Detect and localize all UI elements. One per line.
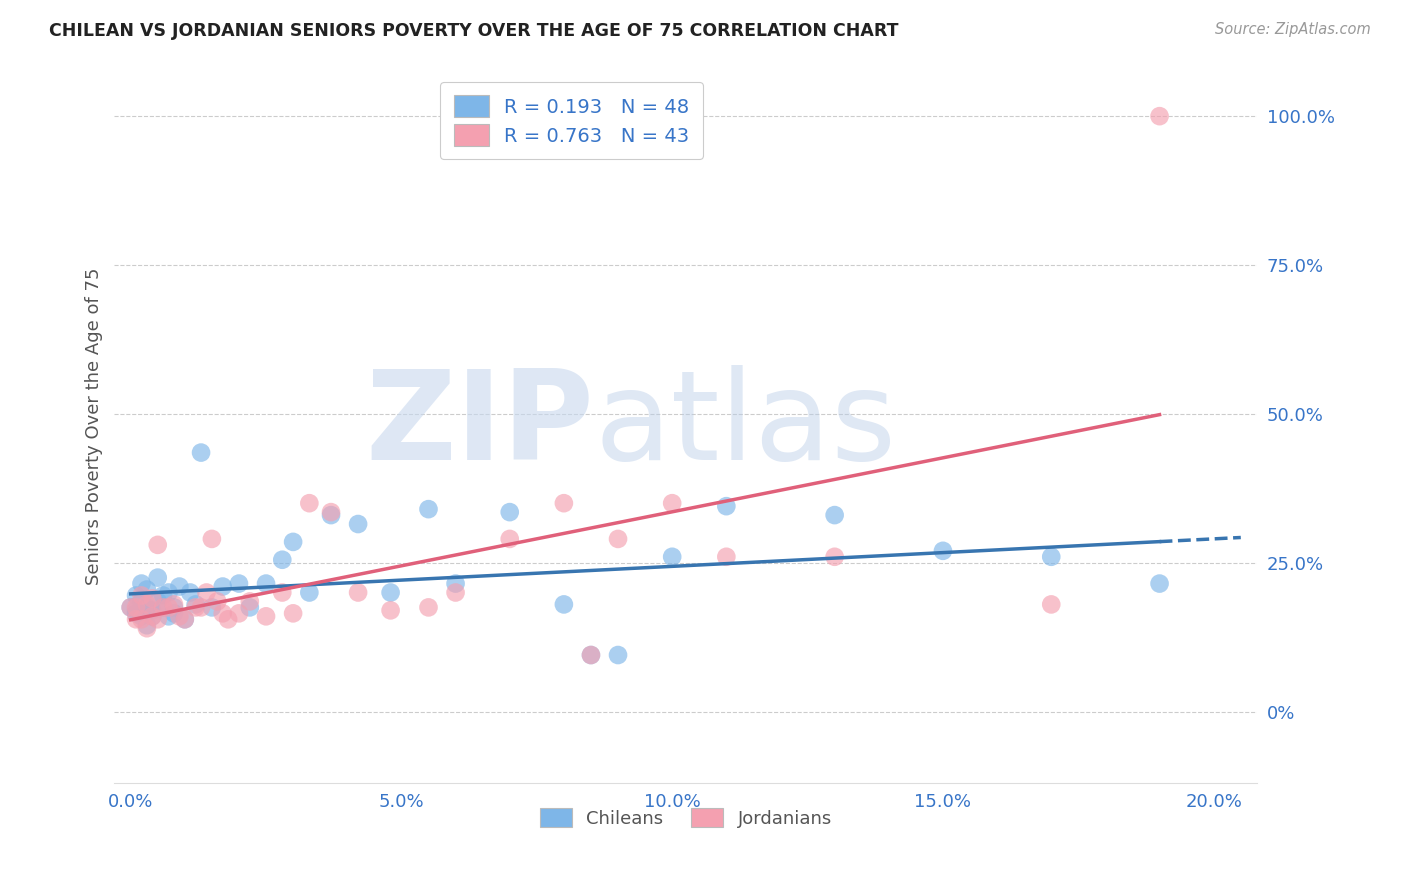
Point — [444, 576, 467, 591]
Point — [135, 621, 157, 635]
Point — [553, 598, 575, 612]
Point — [217, 612, 239, 626]
Point — [146, 538, 169, 552]
Y-axis label: Seniors Poverty Over the Age of 75: Seniors Poverty Over the Age of 75 — [86, 267, 103, 584]
Point — [141, 609, 163, 624]
Point — [380, 585, 402, 599]
Point — [418, 502, 440, 516]
Point — [131, 609, 153, 624]
Point — [298, 496, 321, 510]
Point — [131, 612, 153, 626]
Legend: Chileans, Jordanians: Chileans, Jordanians — [533, 800, 839, 835]
Point — [131, 589, 153, 603]
Point — [607, 532, 630, 546]
Point — [319, 508, 342, 522]
Point — [319, 505, 342, 519]
Point — [579, 648, 602, 662]
Point — [190, 600, 212, 615]
Point — [271, 585, 294, 599]
Point — [120, 600, 142, 615]
Point — [444, 585, 467, 599]
Point — [254, 609, 277, 624]
Point — [201, 600, 224, 615]
Point — [125, 603, 148, 617]
Point — [271, 553, 294, 567]
Point — [716, 549, 738, 564]
Point — [201, 532, 224, 546]
Point — [163, 607, 186, 621]
Point — [173, 612, 195, 626]
Point — [239, 594, 262, 608]
Point — [824, 549, 846, 564]
Point — [184, 598, 207, 612]
Point — [125, 612, 148, 626]
Point — [1149, 109, 1171, 123]
Point — [228, 607, 250, 621]
Point — [125, 600, 148, 615]
Point — [239, 600, 262, 615]
Point — [195, 585, 218, 599]
Point — [179, 585, 201, 599]
Point — [120, 600, 142, 615]
Point — [146, 612, 169, 626]
Text: Source: ZipAtlas.com: Source: ZipAtlas.com — [1215, 22, 1371, 37]
Point — [661, 496, 683, 510]
Point — [152, 589, 174, 603]
Point — [125, 607, 148, 621]
Point — [157, 585, 180, 599]
Point — [281, 535, 304, 549]
Point — [135, 582, 157, 597]
Point — [207, 594, 229, 608]
Point — [579, 648, 602, 662]
Point — [1149, 576, 1171, 591]
Point — [157, 609, 180, 624]
Point — [157, 600, 180, 615]
Point — [418, 600, 440, 615]
Point — [228, 576, 250, 591]
Point — [152, 600, 174, 615]
Point — [163, 600, 186, 615]
Point — [380, 603, 402, 617]
Point — [661, 549, 683, 564]
Point — [141, 609, 163, 624]
Point — [125, 589, 148, 603]
Point — [254, 576, 277, 591]
Point — [211, 607, 233, 621]
Point — [716, 499, 738, 513]
Point — [141, 603, 163, 617]
Point — [932, 544, 955, 558]
Point — [607, 648, 630, 662]
Point — [281, 607, 304, 621]
Point — [347, 516, 370, 531]
Point — [163, 598, 186, 612]
Point — [169, 609, 191, 624]
Point — [211, 580, 233, 594]
Point — [152, 600, 174, 615]
Point — [146, 571, 169, 585]
Point — [135, 598, 157, 612]
Point — [298, 585, 321, 599]
Point — [146, 594, 169, 608]
Point — [141, 591, 163, 606]
Point — [135, 600, 157, 615]
Text: ZIP: ZIP — [366, 366, 595, 486]
Point — [1040, 598, 1063, 612]
Point — [131, 576, 153, 591]
Point — [1040, 549, 1063, 564]
Text: atlas: atlas — [595, 366, 897, 486]
Point — [499, 532, 522, 546]
Point — [169, 580, 191, 594]
Point — [173, 612, 195, 626]
Point — [184, 600, 207, 615]
Point — [347, 585, 370, 599]
Text: CHILEAN VS JORDANIAN SENIORS POVERTY OVER THE AGE OF 75 CORRELATION CHART: CHILEAN VS JORDANIAN SENIORS POVERTY OVE… — [49, 22, 898, 40]
Point — [553, 496, 575, 510]
Point — [824, 508, 846, 522]
Point — [135, 618, 157, 632]
Point — [499, 505, 522, 519]
Point — [131, 594, 153, 608]
Point — [190, 445, 212, 459]
